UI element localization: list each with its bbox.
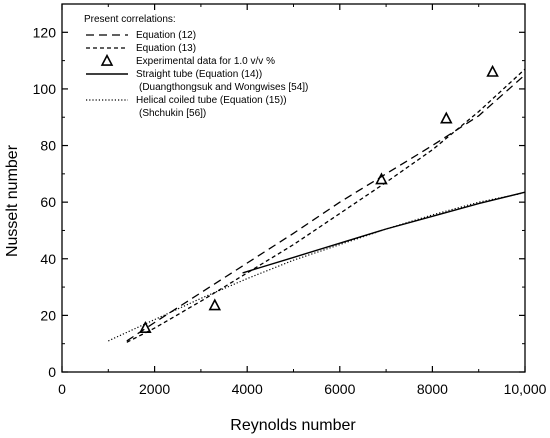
data-point-experimental [375,172,388,185]
y-axis-label: Nusselt number [4,144,21,257]
x-tick-label: 0 [58,381,66,397]
legend-header: Present correlations: [84,14,176,25]
y-tick-label: 100 [33,81,57,97]
y-tick-label: 80 [40,138,56,154]
y-tick-label: 40 [40,251,56,267]
series-line-2 [242,191,526,274]
legend-entry-text: (Duangthongsuk and Wongwises [54]) [139,82,308,93]
data-point-experimental [486,64,499,77]
legend-entry-text: Equation (13) [136,43,196,54]
series-line-3 [108,193,521,342]
y-tick-label: 0 [48,364,56,380]
y-tick-label: 20 [40,307,56,323]
x-axis-label: Reynolds number [230,417,356,434]
x-tick-label: 6000 [324,381,355,397]
legend-sample-triangle [100,53,114,66]
x-tick-label: 4000 [232,381,263,397]
x-tick-label: 8000 [417,381,448,397]
legend-entry-text: Straight tube (Equation (14)) [136,69,262,80]
axes: 0 2000 4000 6000 8000 10,000 0 20 40 60 80 100 120 [33,3,547,397]
x-tick-label: 10,000 [504,381,547,397]
data-point-experimental [139,320,152,333]
legend: Present correlations: Equation (12) Equati… [84,14,308,119]
plot-area [108,64,526,343]
series-line-0 [126,74,526,342]
data-point-experimental [208,298,222,311]
legend-entry-text: (Shchukin [56]) [139,108,206,119]
legend-entry-text: Experimental data for 1.0 v/v % [136,56,275,67]
series-line-1 [126,68,526,343]
y-tick-label: 120 [33,24,57,40]
legend-entry-text: Helical coiled tube (Equation (15)) [136,95,287,106]
data-point-experimental [440,111,453,124]
y-tick-label: 60 [40,194,56,210]
x-tick-label: 2000 [139,381,170,397]
legend-entry-text: Equation (12) [136,30,196,41]
